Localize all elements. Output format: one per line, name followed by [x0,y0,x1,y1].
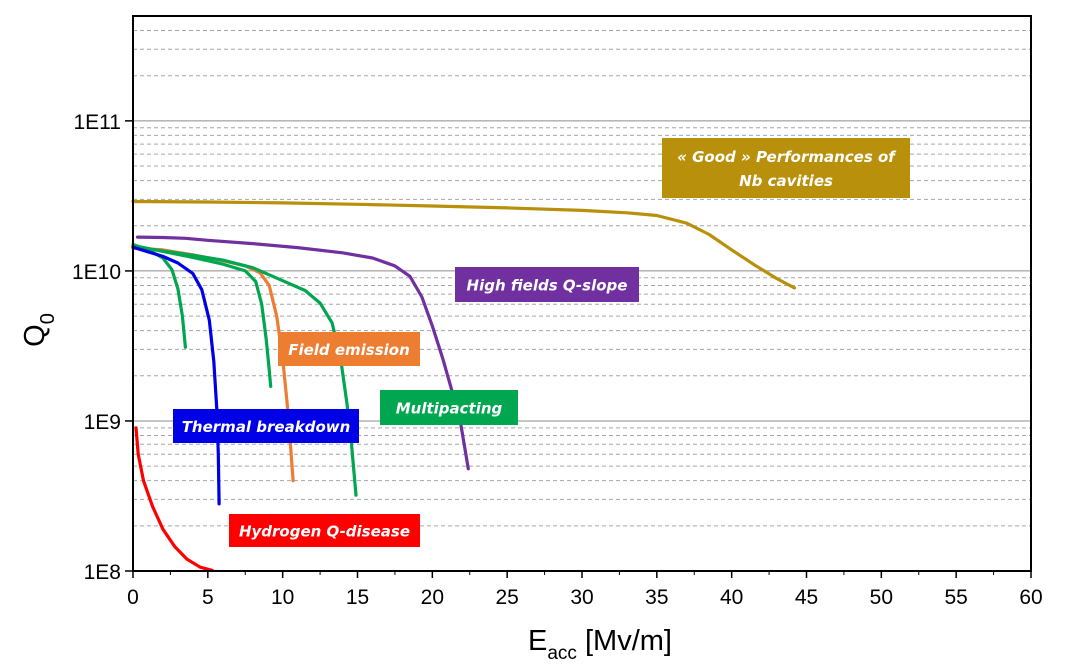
x-tick-label: 35 [645,586,668,609]
annotation-background [455,267,639,302]
y-axis-title-main: Q [19,324,51,347]
annotation-background [229,514,420,547]
y-axis-title-sub: 0 [37,313,59,324]
annotation-background [662,138,910,198]
series-line-4 [131,243,273,388]
annotation-label-line2: Nb cavities [739,172,833,190]
y-tick-label: 1E9 [84,411,121,434]
annotation-layer: « Good » Performances of Nb cavities High … [173,138,910,547]
annotation-box-3: Multipacting [380,390,518,425]
x-axis-title-rest: [Mv/m] [577,625,672,657]
x-tick-label: 30 [570,586,593,609]
x-tick-label: 25 [495,586,518,609]
svg-text:Q0: Q0 [19,313,59,347]
annotation-label: High fields Q-slope [467,277,628,295]
series-line-3 [131,245,358,497]
y-tick-label: 1E10 [72,261,121,284]
annotation-box-4: Thermal breakdown [173,409,359,443]
x-tick-label: 5 [202,586,214,609]
annotation-background [173,409,359,443]
x-tick-label: 0 [127,586,139,609]
annotation-label: Multipacting [396,400,503,418]
x-tick-label: 60 [1019,586,1042,609]
annotation-label: Thermal breakdown [182,418,351,436]
y-tick-label: 1E8 [84,561,121,584]
annotation-box-1: High fields Q-slope [455,267,639,302]
annotation-box-2: Field emission [278,332,420,366]
x-tick-label: 50 [870,586,893,609]
series-line-0 [131,199,797,290]
x-tick-label: 55 [944,586,967,609]
annotation-label: Hydrogen Q-disease [239,523,410,541]
x-axis-title-sub: acc [547,643,577,659]
y-tick-label: 1E11 [74,111,122,134]
x-axis-title-main: E [528,625,547,657]
annotation-box-0: « Good » Performances of Nb cavities [662,138,910,198]
annotation-label: Field emission [288,341,410,359]
x-tick-label: 40 [720,586,743,609]
annotation-background [278,332,420,366]
y-axis-title: Q0 [19,313,59,347]
x-tick-label: 15 [346,586,369,609]
x-tick-label: 45 [795,586,818,609]
series-line-5 [131,242,187,349]
x-axis-title: Eacc [Mv/m] [528,625,672,659]
annotation-label: « Good » Performances of [677,148,897,166]
tick-layer: 0 5 10 15 20 25 30 35 40 45 50 55 60 1E8 1E9 1E10 1E11 [72,111,1043,609]
annotation-background [380,390,518,425]
x-tick-label: 20 [421,586,444,609]
series-line-7 [134,426,214,572]
x-tick-label: 10 [271,586,294,609]
series-layer [131,199,797,572]
annotation-box-5: Hydrogen Q-disease [229,514,420,547]
series-line-1 [135,235,470,471]
